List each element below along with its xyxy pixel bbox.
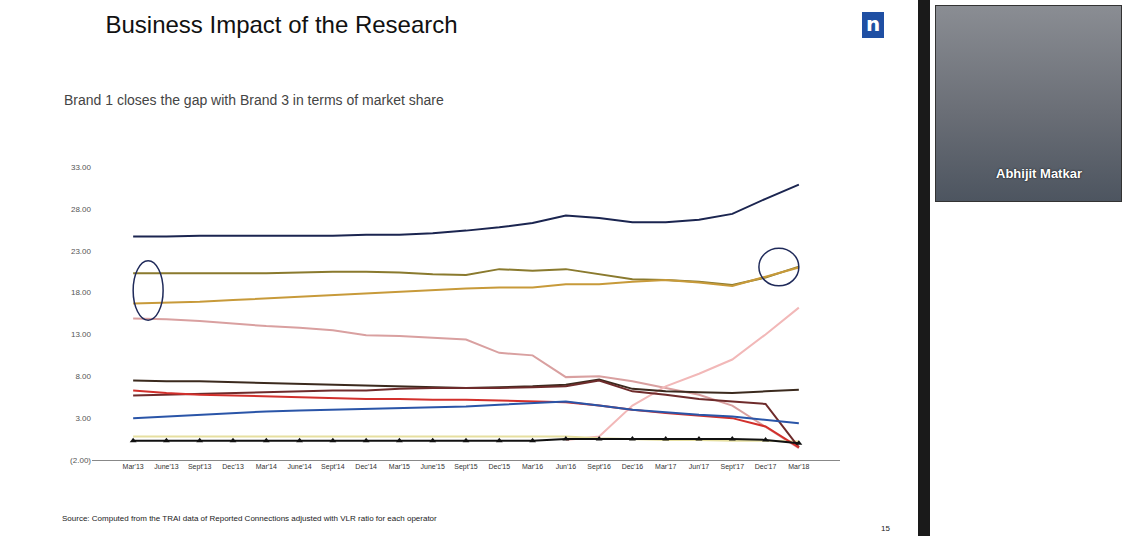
- svg-text:Dec'16: Dec'16: [622, 463, 644, 470]
- svg-text:15: 15: [881, 524, 890, 533]
- svg-text:Mar'18: Mar'18: [788, 463, 809, 470]
- svg-text:Brand 1 closes the gap with Br: Brand 1 closes the gap with Brand 3 in t…: [64, 92, 444, 108]
- svg-text:23.00: 23.00: [71, 247, 92, 256]
- svg-text:Mar'13: Mar'13: [123, 463, 144, 470]
- svg-text:Sept'13: Sept'13: [188, 463, 212, 471]
- svg-text:8.00: 8.00: [75, 372, 91, 381]
- svg-text:Sept'15: Sept'15: [454, 463, 478, 471]
- svg-text:June'13: June'13: [154, 463, 178, 470]
- svg-text:33.00: 33.00: [71, 163, 92, 172]
- html-text:Abhijit Matkar: Abhijit Matkar: [996, 166, 1082, 181]
- svg-text:Dec'13: Dec'13: [222, 463, 244, 470]
- svg-text:Source: Computed from the TRAI: Source: Computed from the TRAI data of R…: [62, 514, 437, 523]
- svg-text:June'14: June'14: [287, 463, 311, 470]
- svg-text:Jun'16: Jun'16: [556, 463, 577, 470]
- svg-text:Sept'16: Sept'16: [587, 463, 611, 471]
- svg-text:3.00: 3.00: [75, 414, 91, 423]
- svg-text:13.00: 13.00: [71, 330, 92, 339]
- svg-text:(2.00): (2.00): [70, 456, 91, 465]
- svg-text:June'15: June'15: [421, 463, 445, 470]
- svg-text:Jun'17: Jun'17: [689, 463, 710, 470]
- svg-text:Dec'15: Dec'15: [489, 463, 511, 470]
- svg-text:Dec'14: Dec'14: [355, 463, 377, 470]
- svg-text:Sept'14: Sept'14: [321, 463, 345, 471]
- svg-text:Mar'15: Mar'15: [389, 463, 410, 470]
- svg-text:Mar'17: Mar'17: [655, 463, 676, 470]
- html-text:n: n: [865, 12, 881, 36]
- svg-text:28.00: 28.00: [71, 205, 92, 214]
- svg-text:Business Impact of the Researc: Business Impact of the Research: [105, 11, 457, 38]
- svg-text:Mar'16: Mar'16: [522, 463, 543, 470]
- svg-text:Dec'17: Dec'17: [755, 463, 777, 470]
- svg-text:18.00: 18.00: [71, 288, 92, 297]
- svg-text:Mar'14: Mar'14: [256, 463, 277, 470]
- svg-text:Sept'17: Sept'17: [721, 463, 745, 471]
